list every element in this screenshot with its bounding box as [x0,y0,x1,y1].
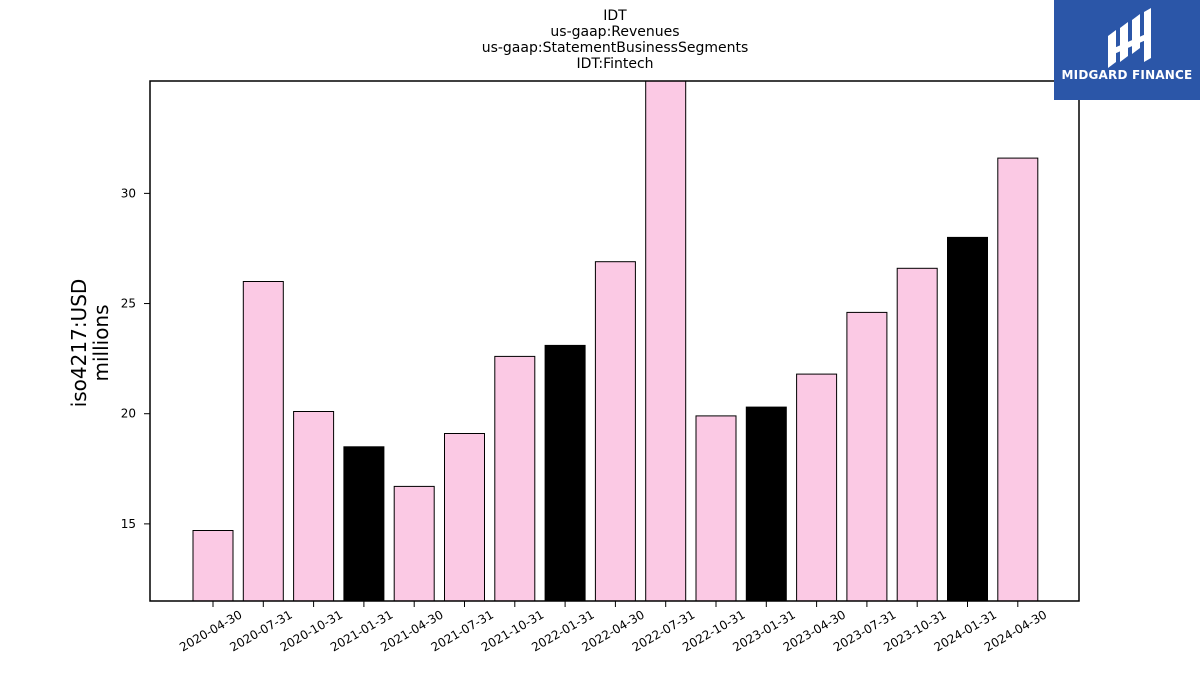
bar [192,530,234,602]
y-axis-label-line: iso4217:USD [67,279,91,408]
chart-title-line: IDT:Fintech [576,56,653,72]
bar [444,433,485,602]
logo-mark-icon [1108,8,1151,68]
y-axis-label-line: millions [89,304,113,381]
chart-title: IDT us-gaap:Revenues us-gaap:StatementBu… [482,8,749,72]
bar [695,415,737,602]
chart-title-line: IDT [603,8,627,24]
chart-title-line: us-gaap:StatementBusinessSegments [482,40,749,56]
y-tick-label: 20 [121,407,136,421]
bar [242,281,284,602]
bars [192,80,1039,602]
logo-text: MIDGARD FINANCE [1061,68,1193,82]
bar [997,157,1039,602]
plot-frame [149,80,1080,602]
bar [343,446,385,602]
y-tick-label: 25 [121,297,136,311]
chart-title-line: us-gaap:Revenues [550,24,679,40]
bar [594,261,636,602]
y-axis-label: iso4217:USD millions [67,279,113,408]
bar [544,344,586,602]
bar [846,311,888,602]
bar [745,406,787,602]
bar [293,411,335,602]
bar [947,236,988,602]
bar [796,373,838,602]
bar [393,485,435,602]
midgard-finance-logo: MIDGARD FINANCE [1054,0,1200,100]
bar [896,267,938,602]
x-axis-ticks: 2020-04-302020-07-312020-10-312021-01-31… [177,601,1049,654]
y-tick-label: 30 [121,186,136,200]
bar [645,80,687,602]
y-tick-label: 15 [121,517,136,531]
y-axis-ticks: 15 20 25 30 [121,186,150,531]
bar [494,355,536,602]
